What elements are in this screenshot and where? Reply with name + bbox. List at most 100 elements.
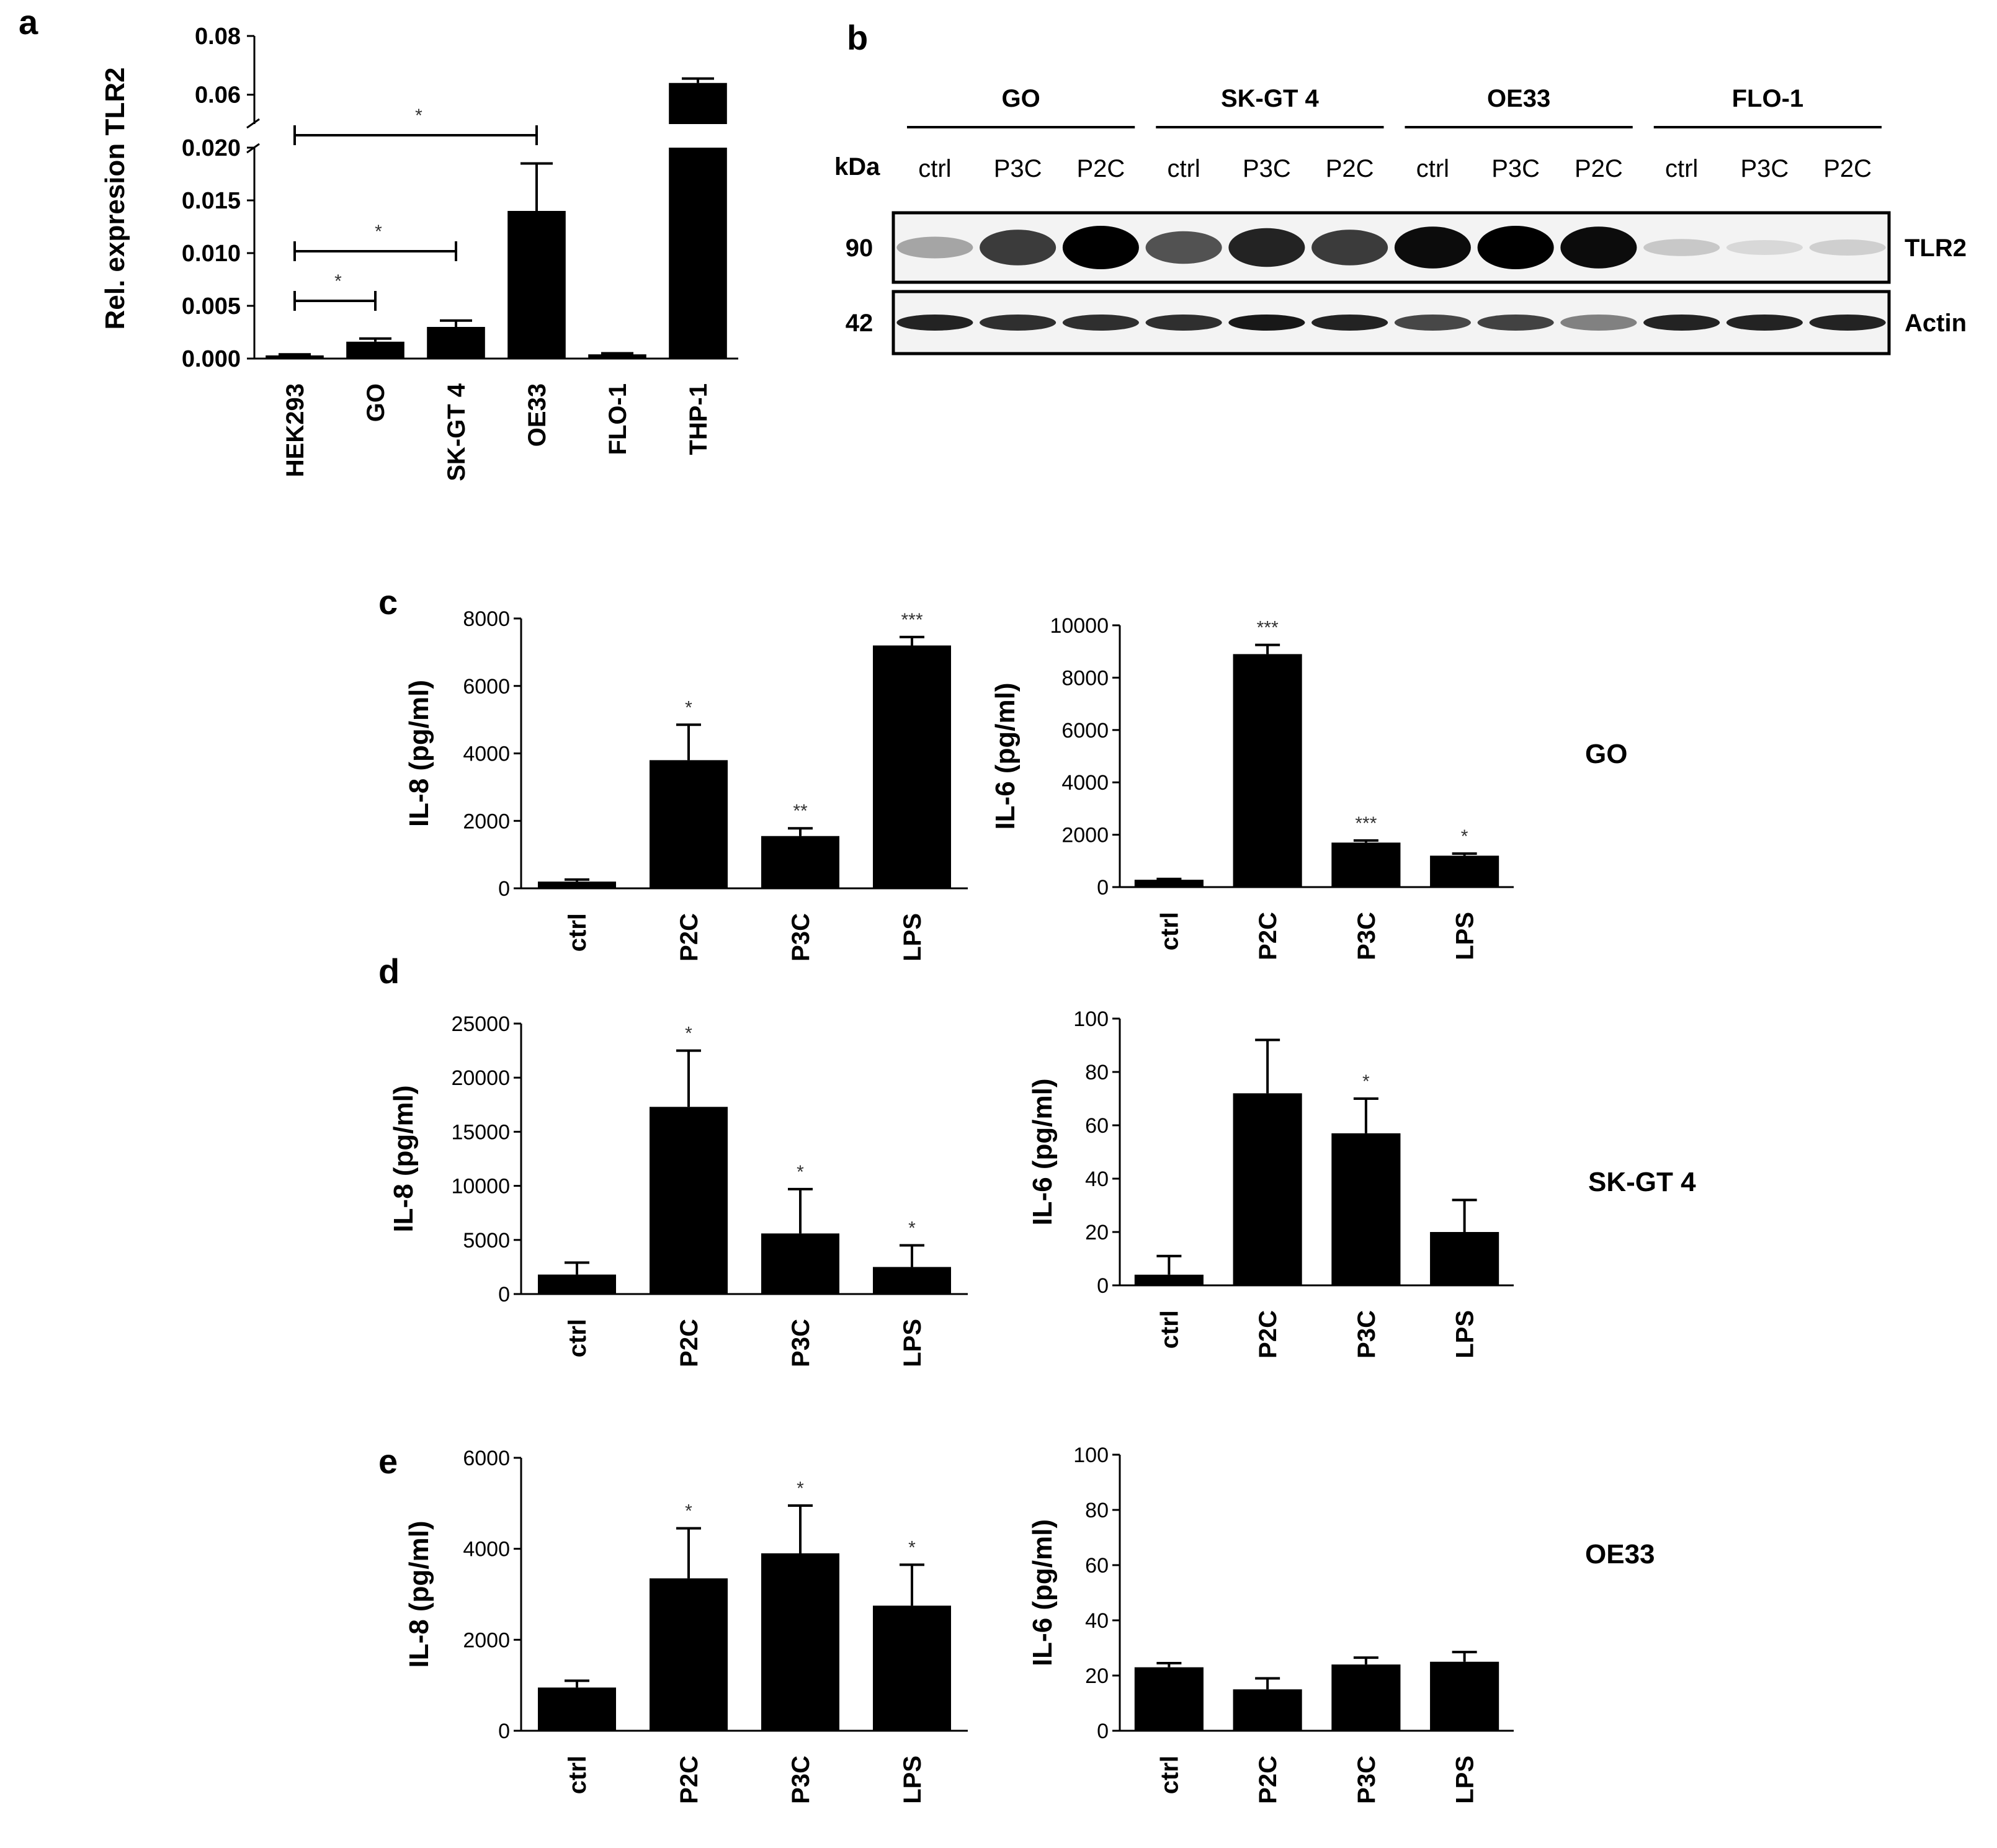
lane-label: ctrl xyxy=(1416,155,1449,182)
significance-marker: * xyxy=(375,221,382,242)
bar-p2c xyxy=(1233,1689,1302,1731)
bar-ctrl xyxy=(1134,880,1204,887)
panel-letter-a: a xyxy=(19,2,38,42)
blot-frame-actin xyxy=(891,290,1891,355)
blot-band xyxy=(1062,226,1139,269)
y-axis-title: IL-6 (pg/ml) xyxy=(1027,1078,1058,1225)
chart-d-il6: 0 20 40 60 80 100 ctrl P2C * P3C LPS IL-6 (pg/ml) xyxy=(1027,1007,1514,1359)
y-tick-label: 5000 xyxy=(463,1229,510,1252)
lane-label: P3C xyxy=(994,155,1042,182)
y-tick-label: 0.010 xyxy=(182,241,241,267)
chart-e-il6: 0 20 40 60 80 100 ctrl P2C P3C LPS IL-6 (pg/ml) xyxy=(1027,1444,1514,1804)
x-category-label: P2C xyxy=(676,1319,703,1367)
bar-p2c xyxy=(650,1578,728,1731)
blot-band xyxy=(1726,315,1803,331)
lane-label: P2C xyxy=(1575,155,1623,182)
y-tick-label: 8000 xyxy=(463,607,510,631)
significance-marker: *** xyxy=(1355,813,1377,834)
significance-marker: * xyxy=(908,1218,916,1239)
x-category-label: P3C xyxy=(1353,1756,1380,1804)
x-category-label: FLO-1 xyxy=(604,383,632,455)
y-tick-label: 0.020 xyxy=(182,135,241,161)
lane-label: ctrl xyxy=(1167,155,1200,182)
y-tick-label: 25000 xyxy=(451,1012,510,1036)
y-tick-label: 20 xyxy=(1085,1221,1109,1244)
y-tick-label: 80 xyxy=(1085,1061,1109,1084)
bar-p3c xyxy=(1331,1664,1401,1731)
y-axis-title: IL-6 (pg/ml) xyxy=(1027,1519,1058,1666)
x-category-label: ctrl xyxy=(564,1319,591,1357)
lane-group-label: SK-GT 4 xyxy=(1221,85,1320,112)
significance-marker: *** xyxy=(1257,618,1279,638)
y-tick-label: 0.06 xyxy=(195,83,241,109)
bar-hek293 xyxy=(266,355,324,359)
bar-ctrl xyxy=(538,882,616,888)
x-category-label: P3C xyxy=(787,1756,815,1804)
y-tick-label: 4000 xyxy=(463,743,510,766)
blot-band xyxy=(1643,239,1720,256)
blot-frame-tlr2 xyxy=(891,211,1891,284)
y-tick-label: 0.08 xyxy=(195,24,241,50)
lane-label: P2C xyxy=(1326,155,1374,182)
bar-p3c xyxy=(1331,842,1401,887)
y-tick-label: 20000 xyxy=(451,1066,510,1090)
y-tick-label: 0 xyxy=(1097,876,1109,899)
x-category-label: P3C xyxy=(1353,1310,1380,1359)
y-tick-label: 6000 xyxy=(463,1447,510,1470)
blot-band xyxy=(1560,226,1637,269)
y-tick-label: 8000 xyxy=(1061,666,1109,690)
lane-label: P2C xyxy=(1823,155,1872,182)
bar-thp-1-upper xyxy=(669,83,727,124)
lane-group-label: GO xyxy=(1002,85,1040,112)
panel-letter-c: c xyxy=(378,583,398,622)
bar-lps xyxy=(873,645,951,888)
blot-band xyxy=(1145,315,1222,331)
y-axis-title: Rel. expresion TLR2 xyxy=(100,67,130,329)
kda-label: kDa xyxy=(834,153,880,181)
y-tick-label: 2000 xyxy=(463,810,510,833)
significance-marker: ** xyxy=(793,801,808,821)
blot-band xyxy=(896,315,973,331)
y-tick-label: 15000 xyxy=(451,1120,510,1144)
y-tick-label: 0 xyxy=(498,877,510,901)
y-tick-label: 40 xyxy=(1085,1609,1109,1633)
significance-marker: * xyxy=(685,1501,692,1522)
x-category-label: LPS xyxy=(899,913,926,962)
y-tick-label: 0.005 xyxy=(182,293,241,319)
x-category-label: P2C xyxy=(676,1756,703,1804)
y-tick-label: 2000 xyxy=(1061,824,1109,847)
x-category-label: LPS xyxy=(1452,912,1479,960)
x-category-label: ctrl xyxy=(564,1756,591,1794)
significance-marker: * xyxy=(908,1537,916,1558)
lane-label: P3C xyxy=(1740,155,1789,182)
x-category-label: P2C xyxy=(1254,912,1282,960)
significance-marker: * xyxy=(415,105,422,126)
x-category-label: P2C xyxy=(1254,1756,1282,1804)
bar-ctrl xyxy=(538,1274,616,1294)
chart-panel-a: 0.000 0.005 0.010 0.015 0.020 0.06 0.08 HEK293 G… xyxy=(100,24,738,481)
blot-band xyxy=(1560,315,1637,331)
y-tick-label: 60 xyxy=(1085,1114,1109,1138)
axis-break-mark xyxy=(246,118,260,129)
bar-p2c xyxy=(1233,654,1302,887)
bar-p3c xyxy=(761,836,839,888)
bar-thp-1-lower xyxy=(669,148,727,359)
y-axis-title: IL-8 (pg/ml) xyxy=(404,680,434,827)
x-category-label: ctrl xyxy=(1156,912,1183,950)
kda-value: 90 xyxy=(846,234,873,262)
x-category-label: GO xyxy=(362,383,390,422)
x-category-label: LPS xyxy=(899,1319,926,1367)
y-tick-label: 10000 xyxy=(451,1175,510,1199)
blot-band xyxy=(1145,231,1222,264)
significance-marker: * xyxy=(1362,1071,1370,1092)
significance-marker: *** xyxy=(901,610,923,630)
x-category-label: P3C xyxy=(787,913,815,962)
bar-oe33 xyxy=(507,211,566,359)
blot-band xyxy=(1809,239,1886,256)
bar-lps xyxy=(1430,1232,1499,1285)
bar-p3c xyxy=(761,1553,839,1731)
chart-c-il6: 0 2000 4000 6000 8000 10000 ctrl *** P2C *** P3C * L… xyxy=(990,614,1514,960)
y-tick-label: 80 xyxy=(1085,1499,1109,1522)
bar-p2c xyxy=(1233,1093,1302,1285)
panel-letter-b: b xyxy=(847,18,868,57)
